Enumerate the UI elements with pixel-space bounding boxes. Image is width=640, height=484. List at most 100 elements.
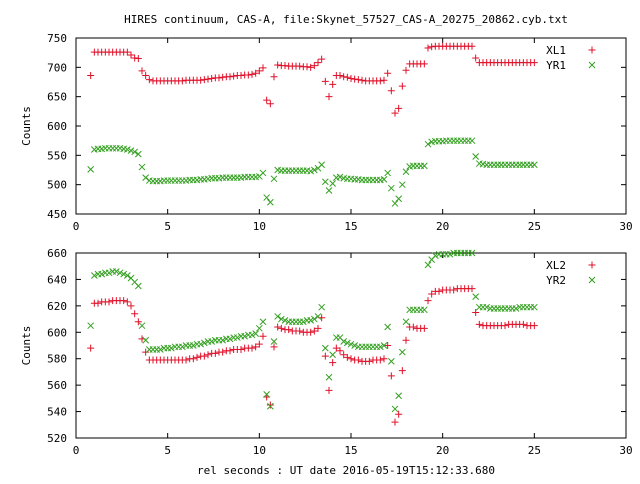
- data-point: [263, 194, 271, 201]
- y-tick-label: 560: [47, 379, 67, 392]
- data-point: [336, 72, 344, 80]
- x-tick-label: 0: [73, 220, 80, 233]
- data-point: [310, 315, 318, 323]
- data-point: [402, 168, 410, 176]
- data-point: [332, 344, 340, 352]
- data-point: [263, 96, 271, 104]
- data-point: [274, 323, 282, 331]
- data-point: [329, 351, 337, 359]
- data-point: [402, 336, 410, 344]
- data-point: [189, 342, 197, 349]
- data-point: [530, 59, 538, 67]
- data-point: [266, 401, 274, 409]
- data-point: [391, 405, 399, 413]
- data-point: [420, 324, 428, 332]
- x-tick-label: 25: [528, 444, 541, 457]
- data-point: [472, 54, 480, 62]
- data-point: [87, 344, 95, 352]
- data-point: [270, 73, 278, 81]
- data-point: [325, 93, 333, 101]
- data-point: [131, 148, 139, 156]
- data-point: [248, 331, 256, 339]
- data-point: [105, 298, 113, 306]
- data-point: [329, 80, 337, 88]
- data-point: [387, 358, 395, 365]
- legend-label: XL1: [546, 44, 566, 57]
- x-tick-label: 10: [253, 444, 266, 457]
- data-point: [380, 342, 388, 349]
- data-point: [384, 342, 392, 349]
- data-point: [237, 72, 245, 80]
- data-point: [270, 343, 278, 351]
- data-point: [255, 67, 263, 75]
- data-point: [299, 318, 307, 326]
- data-point: [450, 286, 458, 294]
- data-point: [197, 340, 205, 348]
- y-tick-label: 620: [47, 300, 67, 313]
- data-point: [208, 338, 216, 345]
- data-point: [90, 272, 98, 279]
- data-point: [512, 305, 520, 312]
- data-point: [138, 67, 146, 75]
- data-point: [215, 74, 223, 82]
- legend-label: YR2: [546, 274, 566, 287]
- x-tick-label: 5: [164, 444, 171, 457]
- data-point: [123, 298, 131, 306]
- data-point: [354, 356, 362, 364]
- chart-panels: 0 5 10 15 20 25 30 450 500 550 600 650 700 750 Counts X…: [20, 32, 633, 457]
- data-point: [270, 175, 278, 183]
- data-point: [321, 352, 329, 360]
- data-point: [376, 343, 384, 351]
- chart-title: HIRES continuum, CAS-A, file:Skynet_5752…: [124, 13, 568, 26]
- data-point: [468, 249, 476, 257]
- data-point: [252, 330, 260, 337]
- data-point: [252, 69, 260, 77]
- data-point: [211, 349, 219, 357]
- series-XL1: [87, 42, 538, 117]
- data-point: [142, 348, 150, 356]
- data-point: [391, 418, 399, 426]
- data-point: [325, 187, 333, 194]
- data-point: [274, 313, 282, 320]
- data-point: [340, 351, 348, 359]
- data-point: [156, 346, 164, 353]
- data-point: [87, 72, 95, 80]
- data-point: [274, 61, 282, 69]
- data-point: [468, 42, 476, 50]
- data-point: [340, 338, 348, 345]
- data-point: [120, 270, 128, 278]
- data-point: [182, 356, 190, 364]
- data-point: [285, 326, 293, 334]
- data-point: [134, 318, 142, 326]
- data-point: [266, 402, 274, 410]
- data-point: [387, 87, 395, 95]
- data-point: [409, 323, 417, 331]
- data-point: [204, 351, 212, 359]
- x-tick-label: 15: [344, 220, 357, 233]
- data-point: [420, 162, 428, 170]
- data-point: [233, 334, 241, 341]
- x-tick-label: 30: [619, 220, 632, 233]
- data-point: [483, 303, 491, 311]
- y-tick-label: 600: [47, 326, 67, 339]
- x-tick-label: 5: [164, 220, 171, 233]
- data-point: [123, 48, 131, 56]
- data-point: [193, 353, 201, 361]
- data-point: [329, 180, 337, 187]
- data-point: [336, 173, 344, 181]
- data-point: [241, 332, 249, 340]
- series-XL2: [87, 285, 538, 426]
- data-point: [87, 166, 95, 173]
- data-point: [226, 347, 234, 355]
- data-point: [248, 344, 256, 352]
- data-point: [365, 357, 373, 365]
- y-tick-label: 540: [47, 406, 67, 419]
- data-point: [98, 270, 106, 278]
- data-point: [398, 367, 406, 375]
- data-point: [127, 302, 135, 310]
- data-point: [208, 74, 216, 82]
- data-point: [343, 73, 351, 81]
- data-point: [387, 372, 395, 380]
- data-point: [395, 392, 403, 400]
